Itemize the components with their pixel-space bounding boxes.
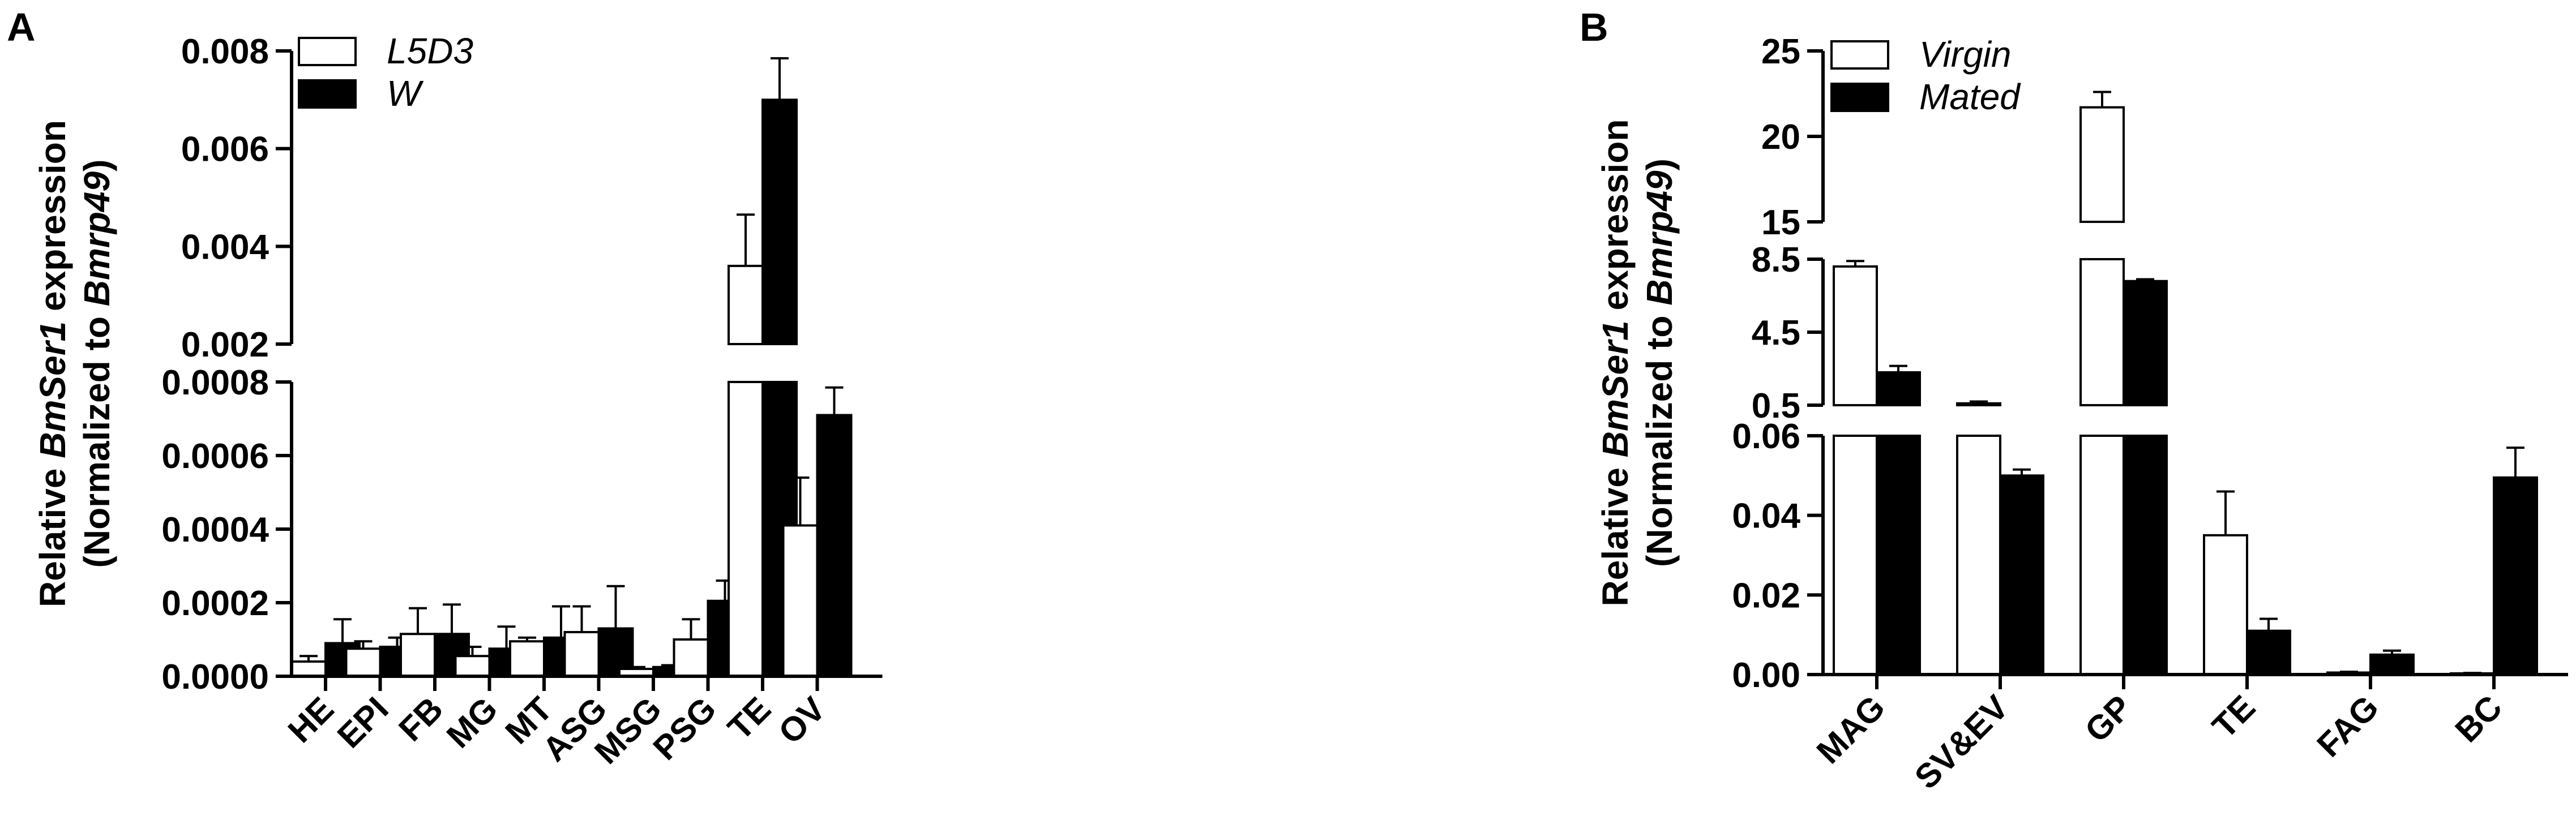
y-tick-label: 0.5 [1752, 387, 1800, 426]
legend-label-w: W [387, 73, 424, 114]
legend-swatch-mated [1830, 83, 1889, 112]
bar-mated-sv-ev [1999, 474, 2044, 676]
y-axis-title-line-2: (Normalized to Bmrp49) [76, 160, 117, 568]
y-tick-label: 0.0004 [161, 510, 269, 549]
bar-w-te [761, 98, 798, 345]
y-axis-title-line-1: Relative BmSer1 expression [32, 120, 73, 607]
legend-swatch-w [298, 79, 357, 109]
legend-label-mated: Mated [1919, 76, 2021, 117]
bar-mated-fag [2369, 653, 2415, 676]
bar-l5d3-psg [673, 638, 709, 677]
y-tick-label: 0.004 [181, 227, 269, 267]
x-tick-label-te: TE [2205, 688, 2263, 746]
y-axis-title-part: ) [1639, 158, 1680, 170]
y-tick-label: 20 [1761, 118, 1800, 157]
bar-l5d3-mg [454, 655, 491, 677]
bar-l5d3-asg [563, 631, 600, 677]
bar-mated-mag [1876, 435, 1921, 676]
x-tick-label-te: TE [721, 690, 778, 748]
bar-virgin-sv-ev [1956, 402, 2001, 407]
axis-break-gap [1826, 407, 2571, 434]
legend-label-virgin: Virgin [1919, 34, 2011, 75]
panel-label: A [7, 5, 36, 49]
bar-mated-gp [2123, 280, 2168, 407]
y-axis-title-line-1: Relative BmSer1 expression [1595, 119, 1636, 607]
bar-mated-te [2246, 629, 2291, 676]
y-tick-label: 0.0002 [161, 584, 269, 623]
y-axis-title-part: ) [76, 160, 117, 171]
y-axis-title-part: Relative [32, 458, 73, 607]
y-axis-title-part: (Normalized to [1639, 306, 1680, 567]
x-tick-label-gp: GP [2078, 688, 2139, 750]
bar-virgin-sv-ev [1956, 435, 2001, 676]
x-tick-label-ov: OV [771, 690, 833, 752]
bar-virgin-gp [2079, 258, 2125, 406]
y-axis-title-part: BmSer1 [1595, 320, 1636, 457]
bar-l5d3-te [728, 264, 764, 345]
bar-l5d3-epi [345, 647, 382, 677]
y-axis-title-part: expression [32, 120, 73, 321]
y-axis-title-part: expression [1595, 119, 1636, 321]
bar-virgin-mag [1833, 265, 1878, 406]
y-axis-title-part: Relative [1595, 457, 1636, 606]
bar-virgin-gp [2079, 106, 2125, 223]
bar-virgin-te [2203, 534, 2248, 676]
bar-mated-bc [2493, 476, 2538, 676]
y-tick-label: 0.06 [1732, 417, 1800, 456]
legend-swatch-virgin [1830, 40, 1889, 70]
y-tick-label: 0.002 [181, 325, 269, 364]
bar-mated-mag [1876, 371, 1921, 407]
y-tick-label: 0.04 [1732, 497, 1800, 536]
y-axis-title-part: BmSer1 [32, 321, 73, 458]
panel-label: B [1580, 5, 1608, 49]
panel-a: A Relative BmSer1 expression(Normalized t… [7, 5, 886, 771]
y-tick-label: 0.00 [1732, 656, 1800, 695]
bar-w-ov [816, 414, 853, 677]
y-tick-label: 0.0008 [161, 363, 269, 402]
y-tick-label: 0.006 [181, 130, 269, 169]
x-tick-label-sv-ev: SV&EV [1907, 688, 2016, 796]
x-tick-label-epi: EPI [330, 690, 396, 755]
axis-break-gap [295, 346, 886, 380]
y-tick-label: 0.0006 [161, 437, 269, 476]
bar-l5d3-he [290, 660, 327, 677]
y-tick-label: 15 [1761, 203, 1800, 242]
y-tick-label: 4.5 [1752, 314, 1800, 353]
x-tick-label-mag: MAG [1809, 688, 1892, 771]
y-axis-title-part: (Normalized to [76, 306, 117, 568]
y-axis-title-part: Bmrp49 [76, 171, 117, 306]
x-tick-label-he: HE [281, 690, 341, 750]
bar-mated-gp [2123, 435, 2168, 676]
x-tick-label-bc: BC [2448, 688, 2510, 750]
x-tick-label-mg: MG [439, 690, 505, 755]
bar-l5d3-mt [509, 640, 545, 677]
bar-l5d3-fb [400, 633, 436, 677]
x-tick-label-fag: FAG [2310, 688, 2386, 765]
x-tick-label-psg: PSG [646, 690, 724, 767]
bar-l5d3-te [728, 381, 764, 677]
legend-label-l5d3: L5D3 [387, 31, 473, 71]
y-tick-label: 8.5 [1752, 241, 1800, 280]
panel-b: B Relative BmSer1 expression(Normalized t… [1580, 5, 2571, 796]
y-tick-label: 0.02 [1732, 576, 1800, 615]
y-tick-label: 25 [1761, 32, 1800, 71]
bar-l5d3-ov [782, 524, 819, 677]
legend-swatch-l5d3 [298, 37, 357, 66]
x-tick-label-fb: FB [391, 690, 450, 749]
y-tick-label: 0.008 [181, 32, 269, 71]
axis-break-gap [1826, 224, 2571, 257]
y-axis-title-line-2: (Normalized to Bmrp49) [1639, 158, 1680, 567]
bar-virgin-gp [2079, 435, 2125, 676]
bar-virgin-mag [1833, 435, 1878, 676]
y-tick-label: 0.0000 [161, 658, 269, 697]
y-axis-title-part: Bmrp49 [1639, 170, 1680, 306]
